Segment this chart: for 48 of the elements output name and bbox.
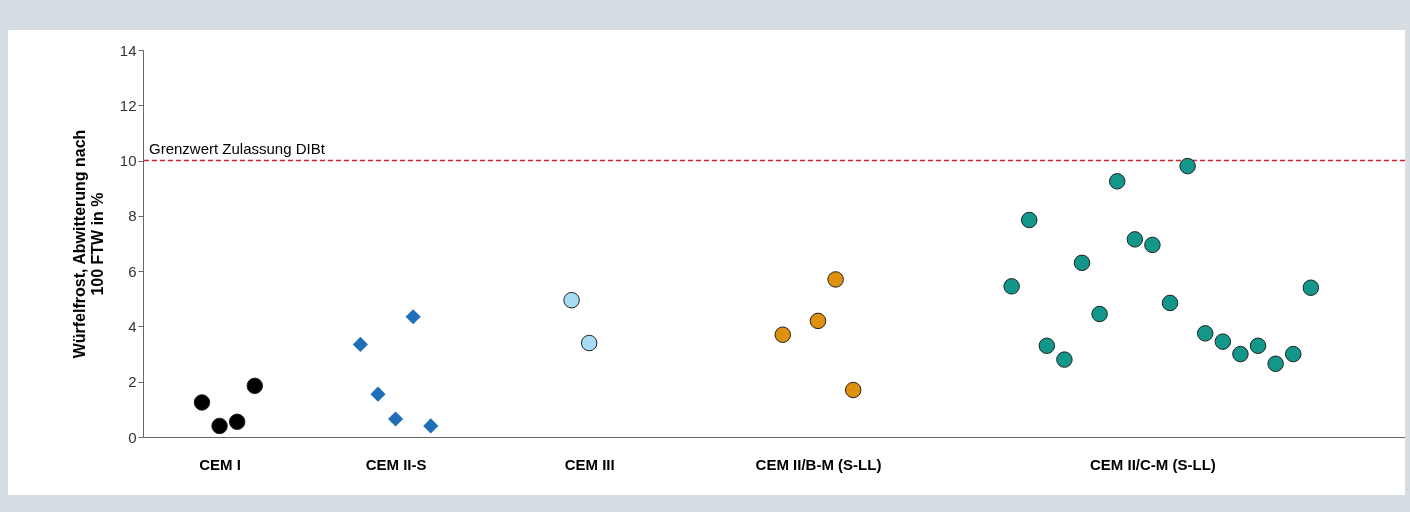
- point: [1020, 211, 1038, 229]
- y-tick-label: 10: [119, 152, 137, 170]
- x-tick-label: CEM I: [199, 455, 241, 473]
- point: [1179, 157, 1196, 175]
- point: [1232, 345, 1249, 363]
- point: [1196, 325, 1214, 342]
- y-tick-label: 8: [128, 207, 137, 225]
- x-tick-label: CEM II/C-M (S-LL): [1090, 455, 1216, 473]
- point: [1284, 345, 1302, 363]
- point: [809, 312, 827, 330]
- point: [1056, 351, 1073, 368]
- point: [1214, 333, 1232, 350]
- x-tick-label: CEM II/B-M (S-LL): [755, 455, 882, 473]
- point: [563, 291, 580, 309]
- point: [352, 336, 368, 352]
- point: [774, 326, 792, 343]
- point: [1161, 294, 1179, 312]
- y-axis-title: Würfelfrost, Abwitterung nach 100 FTW in %: [70, 129, 106, 359]
- point: [827, 271, 844, 288]
- point: [405, 309, 421, 325]
- point: [228, 413, 246, 431]
- y-tick-label: 0: [128, 428, 137, 446]
- point: [423, 418, 439, 434]
- point: [246, 377, 264, 395]
- point: [1091, 305, 1108, 323]
- point: [1249, 337, 1267, 355]
- point: [1144, 236, 1161, 254]
- point: [1003, 278, 1020, 295]
- point: [1267, 355, 1284, 372]
- point: [1302, 279, 1320, 296]
- y-tick-label: 4: [128, 317, 137, 335]
- point: [1038, 337, 1056, 355]
- y-tick-label: 2: [128, 373, 137, 391]
- x-tick-label: CEM II-S: [365, 455, 427, 473]
- point: [387, 411, 404, 427]
- point: [1126, 231, 1144, 248]
- point: [193, 394, 211, 411]
- ref-line-label: Grenzwert Zulassung DIBt: [149, 139, 326, 157]
- y-tick-label: 12: [119, 96, 137, 114]
- point: [844, 381, 862, 399]
- point: [580, 334, 598, 352]
- point: [1073, 254, 1091, 272]
- y-tick-label: 6: [128, 262, 137, 280]
- point: [370, 386, 386, 402]
- point: [1108, 173, 1126, 190]
- point: [211, 417, 228, 435]
- y-tick-label: 14: [119, 41, 137, 59]
- x-tick-label: CEM III: [564, 455, 615, 473]
